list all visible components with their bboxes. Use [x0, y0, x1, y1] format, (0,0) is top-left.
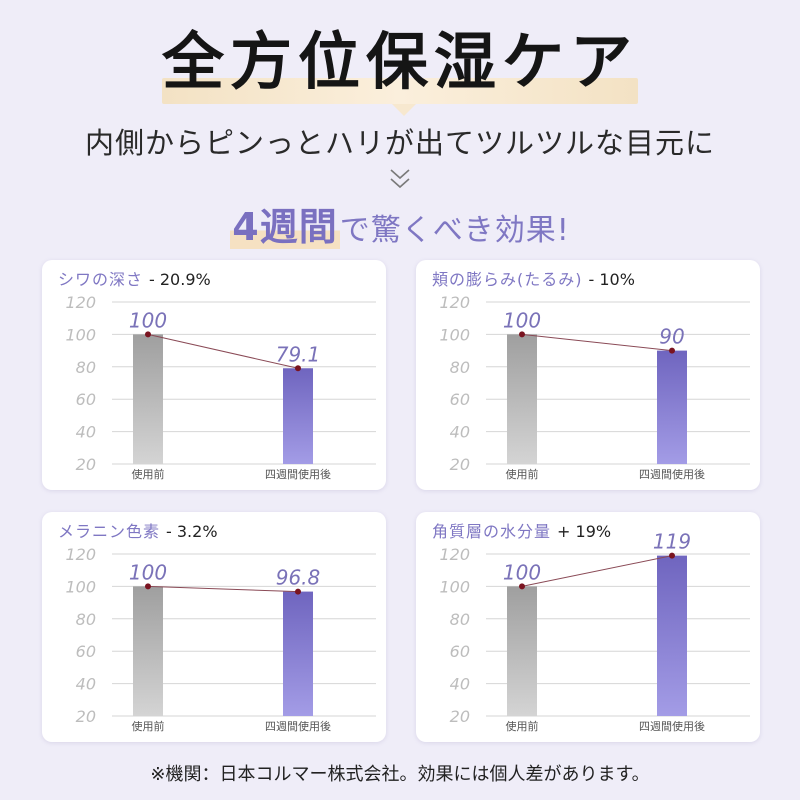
tagline-text: で驚くべき効果! [339, 213, 570, 248]
y-tick-label: 20 [450, 455, 470, 474]
chart-card-wrinkle: シワの深さ - 20.9% 120 100 80 60 40 20 100 79.1 使用前 四週間… [42, 260, 386, 490]
data-label: 100 [503, 308, 541, 332]
y-tick-label: 20 [76, 455, 96, 474]
x-category-label: 四週間使用後 [265, 719, 331, 733]
connector-line [147, 585, 299, 593]
bar-before [133, 334, 163, 464]
chart-title-label: メラニン色素 [58, 522, 161, 541]
y-tick-label: 100 [439, 577, 470, 596]
chart-title: シワの深さ - 20.9% [58, 266, 211, 290]
x-category-label: 使用前 [132, 719, 165, 733]
bar-after [283, 591, 313, 716]
y-tick-label: 120 [65, 293, 96, 312]
x-category-label: 四週間使用後 [639, 719, 705, 733]
connector-line [521, 333, 673, 352]
x-category-label: 使用前 [132, 467, 165, 481]
data-point [295, 588, 301, 595]
y-tick-label: 60 [76, 642, 96, 661]
y-tick-label: 40 [450, 423, 470, 442]
y-tick-label: 80 [450, 610, 470, 629]
tagline-highlight: 4週間 [230, 205, 340, 249]
chart-title-label: 角質層の水分量 [432, 522, 552, 541]
data-label: 96.8 [276, 566, 321, 590]
y-tick-label: 100 [65, 325, 96, 344]
title-wrap: 全方位保湿ケア [0, 22, 800, 102]
connector-line [147, 333, 299, 369]
data-label: 100 [129, 308, 167, 332]
y-tick-label: 100 [65, 577, 96, 596]
data-point [519, 583, 525, 590]
bar-after [657, 350, 687, 464]
x-category-label: 四週間使用後 [639, 467, 705, 481]
connector-line [521, 555, 673, 587]
data-point [145, 583, 151, 590]
chart-plot: 120 100 80 60 40 20 100 96.8 使用前 四週間使用後 [65, 545, 376, 733]
chart-change: - 20.9% [149, 270, 211, 289]
y-tick-label: 80 [450, 358, 470, 377]
y-tick-label: 80 [76, 358, 96, 377]
y-tick-label: 40 [450, 675, 470, 694]
y-tick-label: 60 [76, 390, 96, 409]
chart-plot: 120 100 80 60 40 20 100 79.1 使用前 四週間使用後 [65, 293, 376, 481]
y-tick-label: 120 [439, 293, 470, 312]
chart-plot: 120 100 80 60 40 20 100 90 使用前 四週間使用後 [439, 293, 750, 481]
chart-title-label: 頬の膨らみ(たるみ) [432, 270, 583, 289]
chart-change: - 3.2% [166, 522, 218, 541]
y-tick-label: 20 [76, 707, 96, 726]
page-title: 全方位保湿ケア [161, 25, 638, 98]
chart-title-label: シワの深さ [58, 270, 144, 289]
data-point [669, 552, 675, 559]
footnote: ※機関：日本コルマー株式会社。効果には個人差があります。 [150, 764, 650, 785]
y-tick-label: 40 [76, 675, 96, 694]
chart-title: メラニン色素 - 3.2% [58, 518, 218, 542]
chart-title: 角質層の水分量 + 19% [432, 518, 611, 542]
data-label: 119 [653, 530, 691, 554]
chart-change: + 19% [557, 522, 612, 541]
y-tick-label: 60 [450, 642, 470, 661]
data-point [519, 331, 525, 338]
data-label: 100 [129, 560, 167, 584]
bar-before [133, 586, 163, 716]
x-category-label: 四週間使用後 [265, 467, 331, 481]
data-point [295, 365, 301, 372]
y-tick-label: 100 [439, 325, 470, 344]
chart-card-melanin: メラニン色素 - 3.2% 120 100 80 60 40 20 100 96.8 使用前 四週間… [42, 512, 386, 742]
y-tick-label: 80 [76, 610, 96, 629]
y-tick-label: 40 [76, 423, 96, 442]
title-highlight [162, 78, 638, 104]
y-tick-label: 60 [450, 390, 470, 409]
data-label: 79.1 [276, 342, 321, 366]
data-label: 100 [503, 560, 541, 584]
double-chevron-down-icon [390, 169, 410, 189]
tagline: 4週間で驚くべき効果! [0, 196, 800, 251]
subtitle: 内側からピンっとハリが出てツルツルな目元に [84, 126, 715, 160]
title-speech-tail [392, 104, 416, 116]
x-category-label: 使用前 [506, 467, 539, 481]
data-label: 90 [659, 325, 684, 349]
chart-plot: 120 100 80 60 40 20 100 119 使用前 四週間使用後 [439, 530, 750, 733]
x-category-label: 使用前 [506, 719, 539, 733]
bar-before [507, 334, 537, 464]
y-tick-label: 20 [450, 707, 470, 726]
y-tick-label: 120 [439, 545, 470, 564]
data-point [669, 347, 675, 354]
data-point [145, 331, 151, 338]
bar-after [657, 555, 687, 716]
chart-card-sagging: 頬の膨らみ(たるみ) - 10% 120 100 80 60 40 20 100 90 使用前 四週… [416, 260, 760, 490]
chart-card-moisture: 角質層の水分量 + 19% 120 100 80 60 40 20 100 119 使用前 四週間使… [416, 512, 760, 742]
chart-change: - 10% [588, 270, 635, 289]
y-tick-label: 120 [65, 545, 96, 564]
bar-after [283, 368, 313, 464]
chart-title: 頬の膨らみ(たるみ) - 10% [432, 266, 635, 290]
bar-before [507, 586, 537, 716]
